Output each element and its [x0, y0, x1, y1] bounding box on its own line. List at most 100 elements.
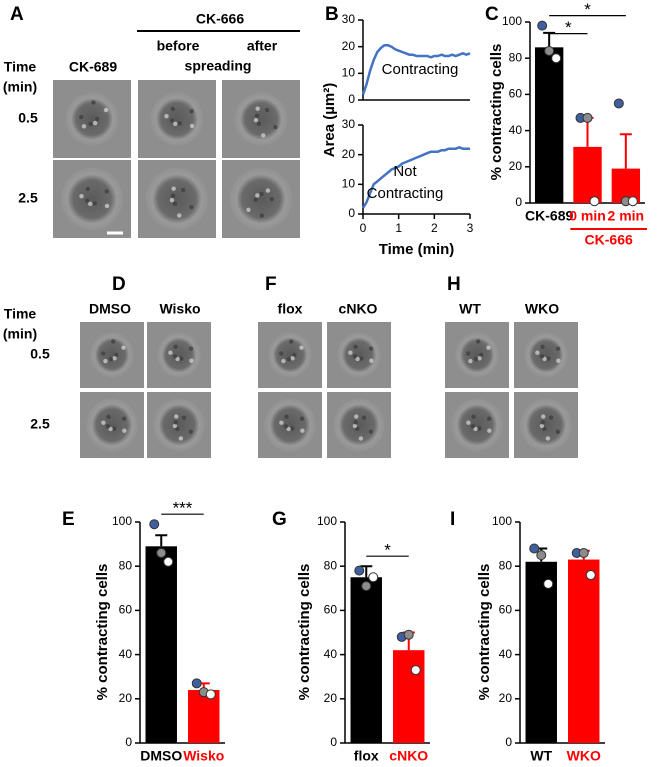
cell: [455, 332, 499, 378]
replicate-dot: [354, 565, 365, 576]
panel-letter: I: [450, 509, 455, 530]
y-tick-label: 30: [342, 117, 356, 131]
cell: [333, 398, 385, 452]
speckle: [168, 350, 173, 355]
x-tick-label: 2 min: [608, 208, 645, 224]
speckle: [92, 201, 97, 206]
speckle: [348, 350, 353, 355]
speckle: [114, 352, 119, 358]
speckle: [169, 197, 175, 203]
data-line: [361, 44, 471, 96]
speckle: [299, 416, 305, 421]
speckle: [354, 414, 359, 419]
bar: [188, 689, 220, 743]
y-axis-label: % contracting cells: [94, 564, 111, 701]
time-label: Time: [4, 306, 37, 322]
speckle: [101, 420, 106, 425]
cell: [268, 332, 312, 378]
x-tick-label: DMSO: [140, 748, 182, 764]
speckle: [353, 344, 358, 349]
cell: [520, 398, 572, 452]
speckle: [486, 345, 491, 350]
cell: [229, 167, 293, 231]
column-header: WT: [459, 301, 481, 317]
cell: [86, 398, 138, 452]
speckle: [473, 356, 479, 362]
speckle: [177, 121, 182, 126]
replicate-dot: [368, 572, 379, 583]
row-label: 2.5: [18, 190, 38, 206]
speckle: [279, 420, 284, 425]
sub-title: spreading: [185, 58, 252, 74]
speckle: [79, 114, 84, 120]
panel-letter: B: [325, 4, 339, 25]
cell: [234, 92, 288, 146]
y-tick-label: 40: [499, 647, 513, 661]
cell: [153, 398, 205, 452]
speckle: [172, 354, 178, 359]
speckle: [84, 198, 90, 203]
speckle: [284, 414, 289, 419]
speckle: [189, 204, 194, 210]
speckle: [104, 203, 110, 209]
panel-letter: D: [112, 274, 126, 295]
speckle: [368, 429, 374, 434]
replicate-dot: [361, 581, 372, 592]
error-bar: [619, 133, 632, 169]
replicate-dot: [585, 570, 596, 581]
speckle: [546, 356, 551, 361]
speckle: [110, 339, 116, 344]
y-axis-label: % contracting cells: [296, 564, 313, 701]
speckle: [246, 207, 251, 212]
group-header: CK-666: [196, 11, 244, 27]
x-tick-label: flox: [354, 748, 379, 764]
speckle: [180, 187, 186, 193]
error-bar: [155, 534, 168, 547]
speckle: [88, 201, 93, 207]
speckle: [261, 133, 266, 138]
speckle: [358, 436, 364, 441]
x-tick-label: cNKO: [389, 748, 428, 764]
y-tick-label: 80: [324, 558, 338, 572]
speckle: [466, 420, 471, 425]
y-tick-label: 40: [509, 123, 523, 137]
cell: [90, 332, 134, 378]
data-line: [361, 145, 470, 209]
speckle: [255, 193, 260, 198]
x-tick-label: WKO: [567, 748, 601, 764]
speckle: [169, 118, 175, 123]
speckle: [85, 186, 91, 192]
speckle: [81, 124, 87, 129]
speckle: [479, 352, 484, 358]
speckle: [279, 351, 284, 356]
y-tick-label: 100: [502, 14, 522, 28]
y-tick-label: 100: [112, 514, 132, 528]
error-bar: [360, 565, 373, 578]
speckle: [292, 352, 297, 358]
speckle: [106, 414, 111, 419]
speckle: [471, 414, 476, 419]
speckle: [487, 428, 492, 433]
y-tick-label: 0: [348, 206, 355, 220]
speckle: [172, 201, 178, 206]
speckle: [286, 356, 292, 362]
speckle: [79, 194, 84, 199]
speckle: [112, 356, 117, 361]
sub-header: after: [247, 38, 278, 54]
replicate-dot: [578, 547, 589, 558]
speckle: [178, 436, 184, 441]
speckle: [300, 428, 305, 433]
cell: [337, 332, 381, 378]
replicate-dot: [191, 678, 202, 689]
cell: [264, 398, 316, 452]
y-tick-label: 0: [348, 92, 355, 106]
cell: [65, 92, 119, 146]
column-header: flox: [278, 301, 303, 317]
speckle: [255, 106, 260, 111]
speckle: [470, 424, 476, 429]
speckle: [369, 358, 374, 363]
column-header: WKO: [525, 301, 559, 317]
speckle: [173, 420, 178, 425]
bar: [534, 47, 564, 204]
speckle: [368, 346, 374, 351]
